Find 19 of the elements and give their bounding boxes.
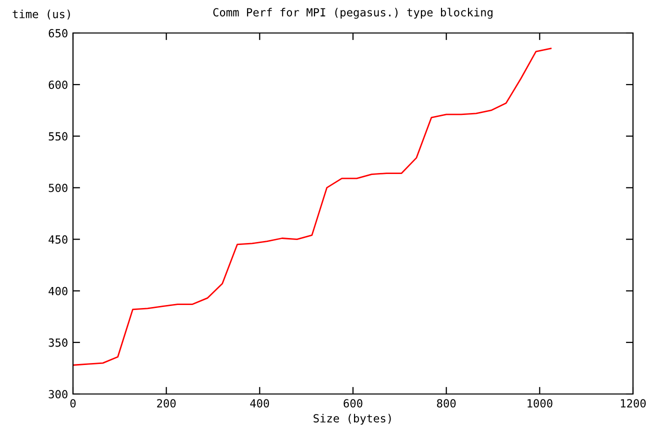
y-axis-title: time (us) xyxy=(12,10,70,20)
y-tick-label: 400 xyxy=(48,286,68,296)
x-axis-title: Size (bytes) xyxy=(314,414,391,425)
x-tick-label: 600 xyxy=(344,399,362,408)
x-tick-label: 0 xyxy=(70,399,76,408)
x-tick-label: 400 xyxy=(250,399,269,408)
y-tick-label: 350 xyxy=(48,338,68,347)
y-tick-label: 550 xyxy=(48,132,68,141)
y-tick-label: 600 xyxy=(48,80,68,89)
line-series xyxy=(73,48,552,366)
y-tick-label: 500 xyxy=(48,184,68,192)
y-tick-label: 300 xyxy=(48,390,68,398)
x-tick-label: 1000 xyxy=(528,399,552,408)
y-tick-label: 450 xyxy=(48,235,68,244)
x-tick-label: 1200 xyxy=(620,399,646,408)
y-tick-label: 650 xyxy=(48,29,68,38)
x-tick-label: 200 xyxy=(157,399,176,408)
x-tick-label: 800 xyxy=(437,399,456,408)
chart-title: Comm Perf for MPI (pegasus.) type blocking xyxy=(213,8,492,19)
